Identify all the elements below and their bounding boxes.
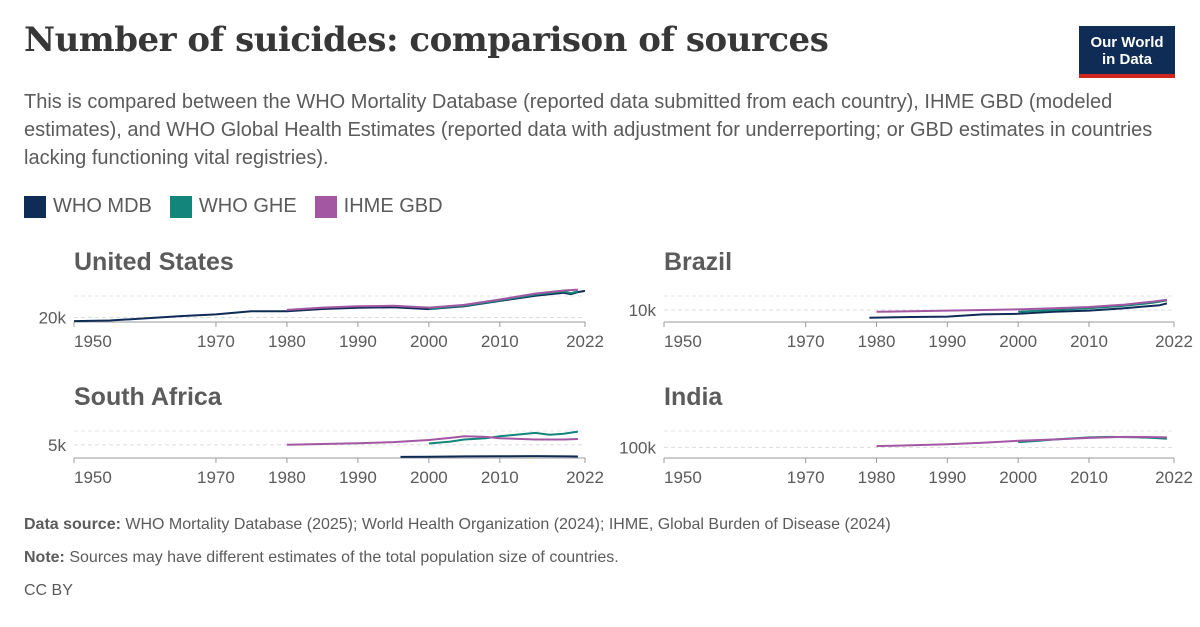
y-tick-label: 20k: [39, 309, 67, 328]
legend-swatch: [314, 195, 337, 218]
y-tick-label: 5k: [48, 436, 66, 455]
chart-title: Number of suicides: comparison of source…: [24, 20, 829, 60]
series-line-ihme-gbd: [876, 298, 1168, 313]
legend-label: WHO MDB: [53, 195, 152, 217]
x-tick-label: 1980: [268, 468, 306, 487]
x-tick-label: 2000: [410, 468, 448, 487]
series-line-who-ghe: [1018, 299, 1168, 313]
small-multiples-chart: United States 20k 1950 1970 1980 1990 2000 2010…: [39, 248, 1193, 487]
x-tick-label: 2022: [566, 468, 604, 487]
x-tick-label: 1980: [268, 332, 306, 351]
legend: WHO MDB WHO GHE IHME GBD: [24, 195, 443, 218]
panel-title-united-states: United States: [74, 248, 234, 276]
x-tick-label: 2000: [410, 332, 448, 351]
legend-swatch: [24, 195, 46, 218]
x-tick-label: 1970: [787, 332, 825, 351]
x-tick-label: 1970: [197, 332, 235, 351]
x-tick-label: 1980: [858, 468, 896, 487]
x-tick-label: 1950: [74, 468, 112, 487]
series-line-ihme-gbd: [286, 435, 578, 446]
x-tick-label: 2010: [481, 332, 519, 351]
legend-label: IHME GBD: [343, 195, 443, 217]
series-line-ihme-gbd: [286, 288, 578, 311]
x-tick-label: 1950: [74, 332, 112, 351]
series-line-who-mdb: [869, 302, 1168, 319]
x-tick-label: 1990: [928, 332, 966, 351]
note: Note: Sources may have different estimat…: [24, 549, 619, 567]
x-tick-label: 2022: [566, 332, 604, 351]
legend-item-who-ghe[interactable]: WHO GHE: [169, 195, 297, 218]
x-tick-label: 1970: [787, 468, 825, 487]
x-tick-label: 2000: [999, 332, 1037, 351]
x-tick-label: 2022: [1155, 468, 1193, 487]
owid-logo[interactable]: Our World in Data: [1079, 26, 1175, 78]
license[interactable]: CC BY: [24, 582, 73, 599]
chart-subtitle: This is compared between the WHO Mortali…: [24, 91, 1153, 169]
panel-title-south-africa: South Africa: [74, 383, 223, 411]
panel-title-india: India: [664, 383, 723, 411]
y-tick-label: 10k: [629, 301, 657, 320]
data-source: Data source: WHO Mortality Database (202…: [24, 516, 891, 534]
x-tick-label: 2010: [1070, 332, 1108, 351]
series-line-ihme-gbd: [876, 435, 1167, 448]
legend-label: WHO GHE: [198, 195, 297, 217]
x-tick-label: 2000: [999, 468, 1037, 487]
series-line-who-mdb: [73, 289, 586, 323]
legend-item-who-mdb[interactable]: WHO MDB: [24, 195, 152, 218]
series-line-who-ghe: [428, 430, 579, 445]
x-tick-label: 1950: [664, 468, 702, 487]
x-tick-label: 1970: [197, 468, 235, 487]
x-tick-label: 2010: [481, 468, 519, 487]
x-tick-label: 1990: [339, 468, 377, 487]
x-tick-label: 1990: [928, 468, 966, 487]
logo-line-1: Our World: [1090, 34, 1164, 51]
legend-item-ihme-gbd[interactable]: IHME GBD: [314, 195, 443, 218]
y-tick-label: 100k: [619, 438, 656, 457]
x-tick-label: 1950: [664, 332, 702, 351]
x-tick-label: 1980: [858, 332, 896, 351]
x-tick-label: 2022: [1155, 332, 1193, 351]
x-tick-label: 1990: [339, 332, 377, 351]
note-text: Sources may have different estimates of …: [69, 549, 619, 566]
panel-title-brazil: Brazil: [664, 248, 732, 276]
data-source-label: Data source:: [24, 516, 121, 533]
logo-line-2: in Data: [1101, 51, 1152, 68]
legend-swatch: [169, 195, 192, 218]
x-tick-label: 2010: [1070, 468, 1108, 487]
data-source-text[interactable]: WHO Mortality Database (2025); World Hea…: [125, 516, 891, 533]
series-line-who-mdb: [400, 455, 578, 458]
note-label: Note:: [24, 549, 65, 566]
